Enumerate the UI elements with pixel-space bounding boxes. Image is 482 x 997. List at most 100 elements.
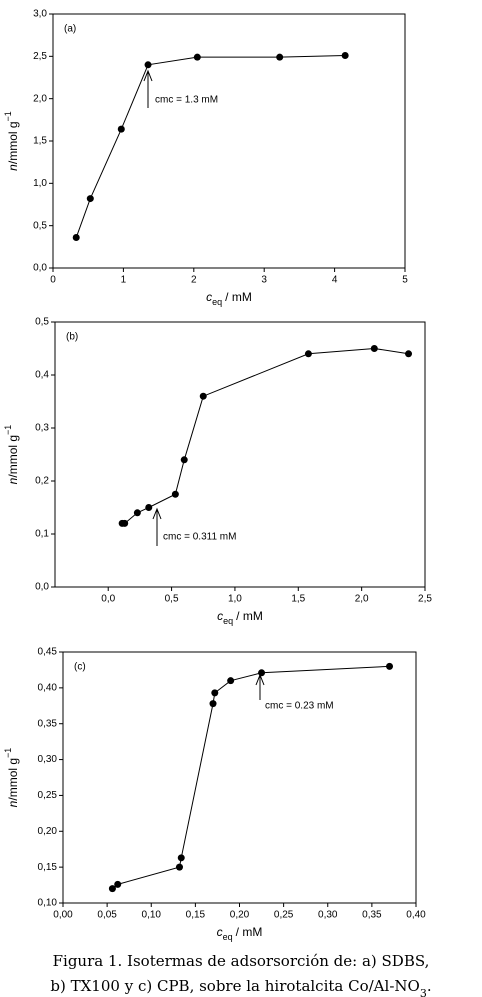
x-tick-label: 1 [121,275,127,286]
caption-subscript: 3 [420,987,427,997]
x-tick-label: 4 [332,275,338,286]
plot-frame [62,651,417,904]
data-point [341,51,349,59]
y-tick-label: 2,0 [33,93,47,104]
x-tick-label: 0,35 [362,910,382,921]
y-axis-label: n/mmol g−1 [3,425,20,485]
x-tick-label: 0,25 [274,910,294,921]
x-tick-label: 0 [50,275,56,286]
x-tick-label: 2 [191,275,197,286]
y-tick-label: 0,15 [38,862,58,873]
y-tick-label: 0,40 [38,682,58,693]
annotation: cmc = 0.311 mM [163,532,236,543]
data-point [304,350,312,358]
data-point [133,509,141,517]
y-tick-label: 0,5 [33,220,47,231]
data-point [171,490,179,498]
x-tick-label: 0,15 [186,910,206,921]
panel-label: (b) [66,332,78,343]
x-axis-label: ceq / mM [206,290,252,307]
x-label-unit: / mM [236,609,263,623]
x-label-subscript: eq [212,297,222,307]
x-tick-label: 3 [261,275,267,286]
panel-label: (c) [74,662,86,673]
y-label-variable: n [6,477,20,484]
annotation-arrowhead [255,673,265,686]
annotation: cmc = 0.23 mM [265,701,334,712]
caption-text: . [427,977,432,995]
y-tick-label: 2,5 [33,51,47,62]
data-point [386,662,394,670]
x-tick-label: 0,40 [406,910,426,921]
y-tick-label: 0,5 [35,317,49,328]
data-point [258,669,266,677]
data-point [209,700,217,708]
y-tick-label: 0,1 [35,529,49,540]
y-label-superscript: −1 [3,748,13,758]
caption-line: b) TX100 y c) CPB, sobre la hirotalcita … [50,977,431,997]
x-label-variable: c [206,290,212,304]
caption-text: b) TX100 y c) CPB, sobre la hirotalcita … [50,977,419,995]
x-tick-label: 5 [402,275,408,286]
y-tick-label: 0,0 [35,582,49,593]
data-point [86,195,94,203]
y-tick-label: 0,20 [38,826,58,837]
x-tick-label: 1,0 [228,594,242,605]
panel-label: (a) [64,24,76,35]
y-tick-label: 0,35 [38,718,58,729]
data-point [180,456,188,464]
y-tick-label: 0,30 [38,754,58,765]
y-axis-label: n/mmol g−1 [3,748,20,808]
y-label-unit: /mmol g [6,435,20,478]
y-axis-label: n/mmol g−1 [3,111,20,171]
data-point [193,53,201,61]
x-label-subscript: eq [223,616,233,626]
x-tick-label: 2,0 [355,594,369,605]
data-point [144,61,152,69]
annotation-arrowhead [152,507,162,520]
x-tick-label: 0,5 [165,594,179,605]
x-label-variable: c [217,925,223,939]
y-tick-label: 0,25 [38,790,58,801]
data-point [177,854,185,862]
y-tick-label: 0,45 [38,647,58,658]
y-label-variable: n [6,164,20,171]
x-tick-label: 0,0 [101,594,115,605]
x-label-subscript: eq [223,932,233,942]
y-label-superscript: −1 [3,425,13,435]
data-point [72,234,80,242]
x-axis-label: ceq / mM [217,609,263,626]
plot-frame [54,321,426,588]
y-tick-label: 0,0 [33,263,47,274]
data-point [114,880,122,888]
data-point [145,504,153,511]
y-tick-label: 0,2 [35,476,49,487]
y-tick-label: 0,3 [35,423,49,434]
data-point [121,519,129,527]
x-label-unit: / mM [236,925,263,939]
plot-frame [52,13,406,269]
y-tick-label: 3,0 [33,9,47,20]
y-tick-label: 1,5 [33,136,47,147]
data-point [108,885,116,893]
y-tick-label: 1,0 [33,178,47,189]
x-tick-label: 0,00 [53,910,73,921]
x-tick-label: 0,30 [318,910,338,921]
data-point [175,863,183,871]
data-point [370,345,378,352]
y-label-unit: /mmol g [6,121,20,164]
y-tick-label: 0,4 [35,370,49,381]
data-point [211,689,219,697]
x-tick-label: 1,5 [291,594,305,605]
annotation: cmc = 1.3 mM [155,95,218,106]
data-point [117,125,125,133]
y-tick-label: 0,10 [38,898,58,909]
x-tick-label: 0,20 [230,910,250,921]
data-point [227,677,235,685]
data-line [75,54,346,238]
data-line [112,665,390,890]
y-label-unit: /mmol g [6,758,20,801]
annotation-arrowhead [143,69,153,82]
x-label-unit: / mM [225,290,252,304]
